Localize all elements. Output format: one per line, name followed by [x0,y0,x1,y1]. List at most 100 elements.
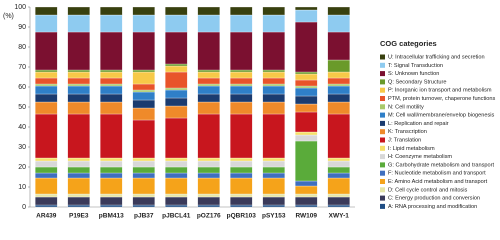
legend-swatch [380,62,385,68]
bar-segment [67,113,90,159]
legend-label: K: Transcription [388,129,427,135]
bar-segment [197,85,220,95]
bar-segment [197,204,220,208]
bar-segment [100,160,123,168]
bar-segment [67,166,90,174]
legend-label: U: Intracellular trafficking and secreti… [388,54,485,60]
bar-segment [67,101,90,115]
bar-segment [100,172,123,179]
bar-segment [35,172,58,179]
bar-segment [295,111,318,133]
bar-segment [262,69,285,73]
bar-segment [262,177,285,195]
bar-segment [132,193,155,198]
bar-segment [230,77,253,85]
bar-segment [295,73,318,81]
bar-segment [295,103,318,113]
bar-segment [327,6,350,16]
bar-segment [327,71,350,79]
legend-label: S: Unknown function [388,71,439,77]
bar-segment [165,172,188,179]
legend-swatch [380,179,385,184]
bar-segment [230,172,253,179]
bar-segment [295,131,318,136]
bar-segment [230,69,253,73]
bar-segment [100,71,123,79]
bar-segment [327,93,350,103]
bar-segment [327,166,350,174]
legend-label: T: Signal Transduction [388,63,443,69]
bar-segment [327,14,350,33]
legend-swatch [380,154,385,160]
bar-segment [132,196,155,206]
bar-segment [295,193,318,198]
legend-label: J: Translation [388,137,421,143]
bar-segment [197,166,220,174]
bar-segment [230,113,253,159]
bar-segment [132,157,155,162]
bar-segment [295,204,318,208]
bar-segment [132,177,155,195]
bar-segment [35,83,58,87]
bar-segment [165,97,188,107]
bar-segment [100,113,123,159]
bar-segment [295,134,318,142]
legend-label: A: RNA processing and modification [388,204,477,210]
bar-segment [35,6,58,16]
bar-segment [197,77,220,85]
bar-segment [262,172,285,179]
bar-segment [67,71,90,79]
bar-segment [67,193,90,198]
bar-segment [165,196,188,206]
bar-segment [100,69,123,73]
bar-segment [230,204,253,208]
bar-segment [327,172,350,179]
y-tick-label: 50 [18,104,26,111]
bar-segment [262,101,285,115]
bar-segment [100,166,123,174]
bar-segment [197,14,220,33]
bar-segment [262,193,285,198]
bar-segment [67,6,90,16]
bar-segment [230,85,253,95]
bar-segment [295,140,318,182]
bar-segment [132,69,155,73]
bar-segment [327,204,350,208]
bar-segment [132,6,155,16]
bar-segment [197,71,220,79]
bar-segment [35,166,58,174]
legend-swatch [380,137,385,143]
legend-swatch [380,71,385,77]
bar-segment [165,14,188,33]
bar-segment [230,177,253,195]
y-tick-label: 100 [14,4,26,11]
y-tick-label: 60 [18,84,26,91]
bar-segment [165,31,188,65]
bar-segment [35,77,58,85]
legend-swatch [380,195,385,201]
bar-segment [295,71,318,75]
legend-swatch [380,187,385,193]
x-tick-label: XWY-1 [329,213,350,220]
bar-segment [295,180,318,187]
bar-segment [230,93,253,103]
y-tick-label: 90 [18,24,26,31]
bar-segment [100,204,123,208]
bar-segment [197,31,220,71]
bar-segment [67,160,90,168]
bar-segment [197,172,220,179]
bar-segment [132,31,155,71]
bar-segment [67,83,90,87]
bar-segment [262,204,285,208]
bar-segment [165,160,188,168]
bar-segment [327,160,350,168]
bar-segment [35,113,58,159]
bar-segment [35,193,58,198]
bar-segment [230,157,253,162]
bar-segment [262,14,285,33]
bar-segment [327,101,350,115]
legend-swatch [380,145,385,151]
legend-swatch [380,87,385,93]
bar-segment [35,31,58,71]
bar-segment [262,31,285,71]
